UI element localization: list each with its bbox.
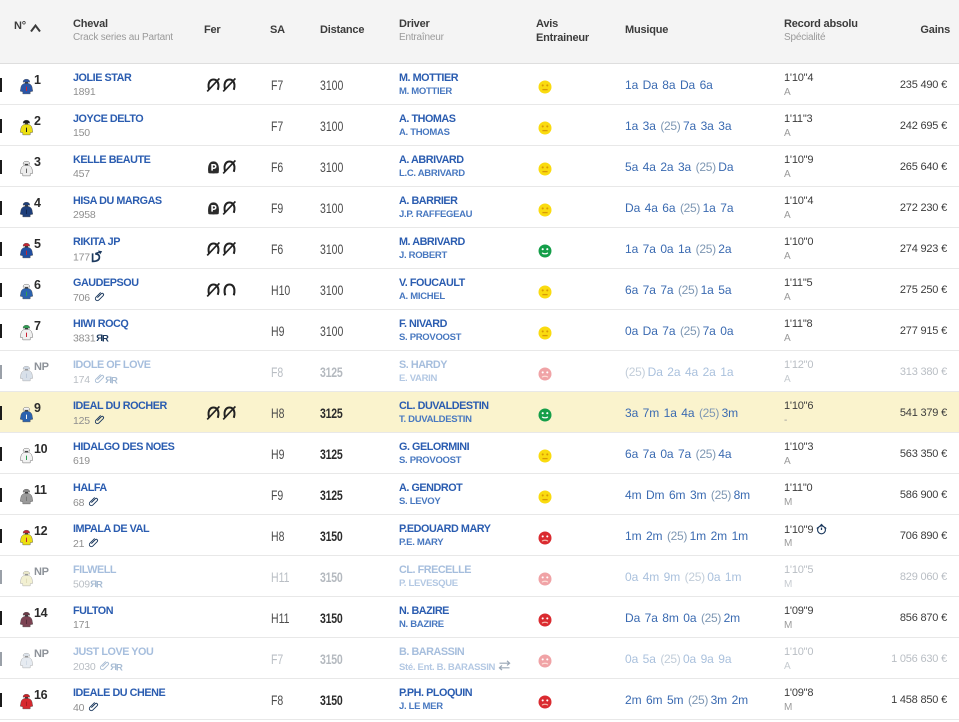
svg-text:R: R	[102, 334, 109, 344]
svg-text:R: R	[96, 333, 103, 343]
svg-text:R: R	[96, 580, 103, 590]
svg-text:R: R	[105, 375, 112, 385]
svg-text:R: R	[90, 579, 97, 589]
svg-text:R: R	[111, 375, 118, 385]
svg-text:R: R	[116, 662, 123, 672]
svg-text:R: R	[110, 662, 117, 672]
